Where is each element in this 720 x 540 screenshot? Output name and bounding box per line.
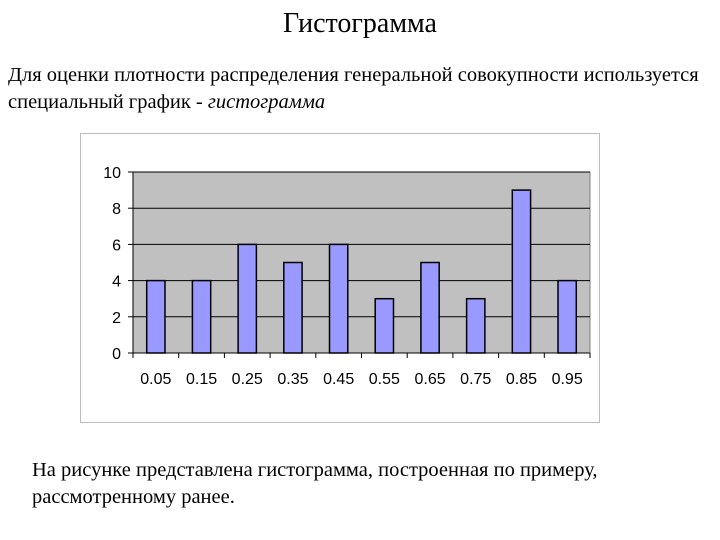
histogram-svg: 0 2 4 6 8 10 0.05 0.15 0.25 0.35 0.45 0.55 0.65 0.75 0… <box>103 165 591 388</box>
y-tick-label: 4 <box>112 274 121 291</box>
x-tick-label: 0.65 <box>414 371 445 388</box>
bar-0.45 <box>328 243 349 354</box>
histogram-chart: 0 2 4 6 8 10 0.05 0.15 0.25 0.35 0.45 0.55 0.65 0.75 0… <box>80 133 600 423</box>
bar-0.75 <box>465 297 486 354</box>
y-tick-label: 0 <box>112 346 121 363</box>
x-tick-label: 0.05 <box>140 371 171 388</box>
intro-emphasis: гистограмма <box>207 91 326 113</box>
bar-0.05 <box>145 279 166 354</box>
y-tick-label: 10 <box>103 165 121 182</box>
intro-paragraph: Для оценки плотности распределения генер… <box>8 62 708 116</box>
bar-0.25 <box>237 243 258 354</box>
bar-0.95 <box>557 279 578 354</box>
x-tick-label: 0.85 <box>506 371 537 388</box>
x-tick-label: 0.75 <box>460 371 491 388</box>
bar-0.15 <box>191 279 212 354</box>
y-tick-label: 2 <box>112 310 121 327</box>
bar-0.35 <box>283 261 303 354</box>
bar-0.65 <box>420 261 440 354</box>
bar-0.85 <box>511 189 532 354</box>
x-tick-label: 0.95 <box>552 371 583 388</box>
intro-text: Для оценки плотности распределения генер… <box>8 64 699 113</box>
x-tick-label: 0.15 <box>186 371 217 388</box>
x-tick-label: 0.45 <box>323 371 354 388</box>
caption-paragraph: На рисунке представлена гистограмма, пос… <box>32 459 598 508</box>
x-tick-label: 0.25 <box>232 371 263 388</box>
y-tick-label: 6 <box>112 237 121 254</box>
page-title: Гистограмма <box>283 8 437 39</box>
y-tick-label: 8 <box>112 201 121 218</box>
bar-0.55 <box>374 297 395 354</box>
x-tick-label: 0.55 <box>369 371 400 388</box>
x-tick-label: 0.35 <box>277 371 308 388</box>
